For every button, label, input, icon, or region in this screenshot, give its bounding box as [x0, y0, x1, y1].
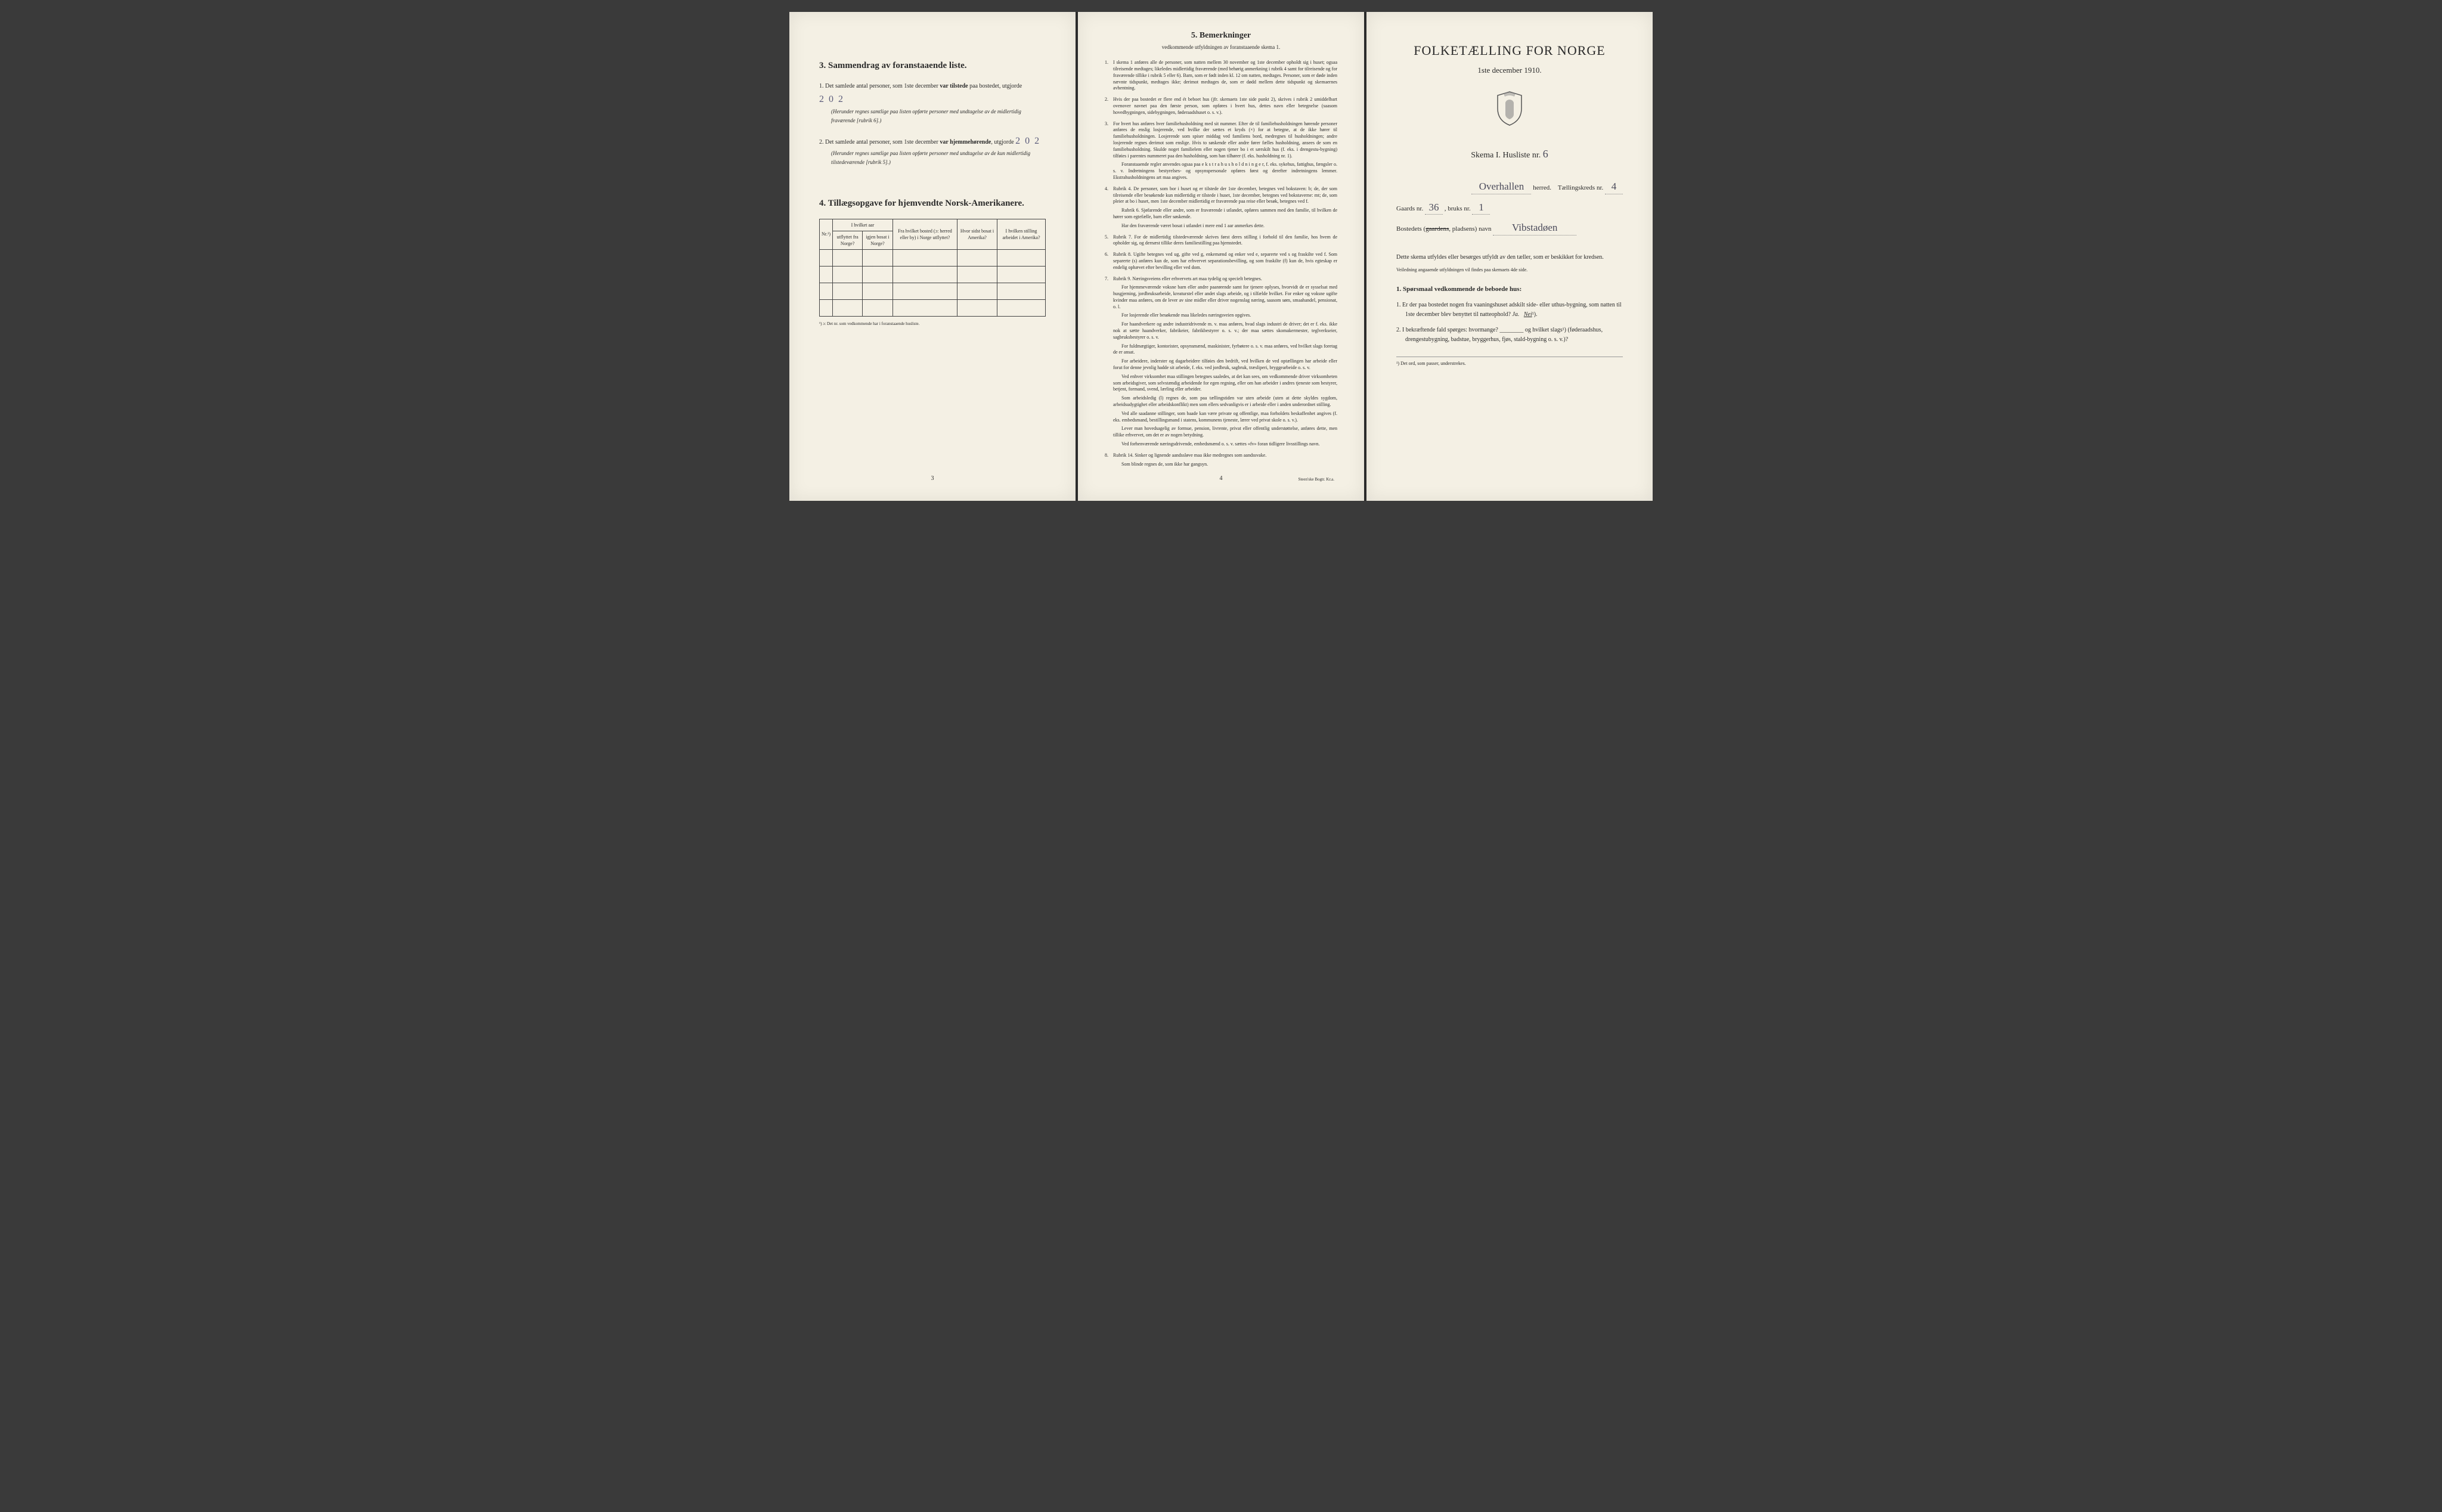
page-4-remarks: 5. Bemerkninger vedkommende utfyldningen…	[1078, 12, 1364, 501]
gaards-value: 36	[1425, 200, 1443, 215]
filled-by-text: Dette skema utfyldes eller besørges utfy…	[1396, 253, 1623, 262]
census-date: 1ste december 1910.	[1396, 65, 1623, 76]
col-bosted: Fra hvilket bosted (ɔ: herred eller by) …	[892, 219, 957, 250]
question-2: 2. I bekræftende fald spørges: hvormange…	[1405, 326, 1623, 345]
col-amerika-bosat: Hvor sidst bosat i Amerika?	[957, 219, 997, 250]
remark-7-sub1: For hjemmeværende voksne barn eller andr…	[1113, 284, 1337, 310]
item2-note: (Herunder regnes samtlige paa listen opf…	[831, 149, 1046, 168]
page-3-summary: 3. Sammendrag av foranstaaende liste. 1.…	[789, 12, 1076, 501]
remark-8: Rubrik 14. Sinker og lignende aandssløve…	[1105, 453, 1337, 468]
item2-suffix: , utgjorde	[991, 139, 1015, 145]
remark-3: For hvert hus anføres hver familiehushol…	[1105, 121, 1337, 181]
item1-suffix: paa bostedet, utgjorde	[968, 83, 1022, 89]
remark-7-sub3: For haandverkere og andre industridriven…	[1113, 321, 1337, 340]
remark-4-sub2: Har den fraværende været bosat i utlande…	[1113, 223, 1337, 230]
q1-sup: ¹).	[1532, 311, 1538, 318]
kreds-label: Tællingskreds nr.	[1558, 184, 1603, 191]
remark-4-sub1: Rubrik 6. Sjøfarende eller andre, som er…	[1113, 207, 1337, 221]
remark-2: Hvis der paa bostedet er flere end ét be…	[1105, 97, 1337, 116]
remark-7-sub6: Ved enhver virksomhet maa stillingen bet…	[1113, 374, 1337, 393]
herred-label: herred.	[1533, 184, 1551, 191]
remark-4-text: Rubrik 4. De personer, som bor i huset o…	[1113, 186, 1337, 205]
item2-bold: var hjemmehørende	[940, 139, 991, 145]
summary-item-2: 2. Det samlede antal personer, som 1ste …	[819, 133, 1046, 168]
gaards-line: Gaards nr. 36 , bruks nr. 1	[1396, 200, 1623, 215]
printer-mark: Steen'ske Bogtr. Kr.a.	[1298, 477, 1334, 483]
table-row	[820, 267, 1046, 283]
census-document: 3. Sammendrag av foranstaaende liste. 1.…	[789, 12, 1653, 501]
remark-7-sub9: Lever man hovedsagelig av formue, pensio…	[1113, 426, 1337, 439]
remark-3-text: For hvert hus anføres hver familiehushol…	[1113, 121, 1337, 159]
bosted-label2: , pladsens) navn	[1449, 225, 1491, 233]
bosted-line: Bostedets (gaardens, pladsens) navn Vibs…	[1396, 221, 1623, 236]
skema-line: Skema I. Husliste nr. 6	[1396, 147, 1623, 162]
remark-5: Rubrik 7. For de midlertidig tilstedevær…	[1105, 234, 1337, 247]
remark-1: I skema 1 anføres alle de personer, som …	[1105, 60, 1337, 92]
remark-7-sub4: For fuldmægtiger, kontorister, opsynsmæn…	[1113, 343, 1337, 357]
remarks-list: I skema 1 anføres alle de personer, som …	[1105, 60, 1337, 467]
remark-7-text: Rubrik 9. Næringsveiens eller erhvervets…	[1113, 276, 1262, 281]
bosted-value: Vibstadøen	[1493, 221, 1576, 236]
remark-6: Rubrik 8. Ugifte betegnes ved ug, gifte …	[1105, 252, 1337, 271]
q1-text: 1. Er der paa bostedet nogen fra vaaning…	[1396, 302, 1622, 318]
item1-prefix: 1. Det samlede antal personer, som 1ste …	[819, 83, 940, 89]
remark-7: Rubrik 9. Næringsveiens eller erhvervets…	[1105, 276, 1337, 448]
remark-8-sub: Som blinde regnes de, som ikke har gangs…	[1113, 461, 1337, 468]
item2-prefix: 2. Det samlede antal personer, som 1ste …	[819, 139, 940, 145]
page-1-title: FOLKETÆLLING FOR NORGE 1ste december 191…	[1366, 12, 1653, 501]
bosted-struck: gaardens	[1425, 225, 1449, 233]
question-1: 1. Er der paa bostedet nogen fra vaaning…	[1405, 300, 1623, 320]
remark-4: Rubrik 4. De personer, som bor i huset o…	[1105, 186, 1337, 230]
bosted-label: Bostedets (	[1396, 225, 1425, 233]
q1-nei: Nei	[1524, 311, 1532, 318]
norsk-amerikanere-table: Nr.¹) I hvilket aar Fra hvilket bosted (…	[819, 219, 1046, 317]
remark-7-sub10: Ved forhenværende næringsdrivende, embed…	[1113, 441, 1337, 448]
na-table-body	[820, 250, 1046, 317]
remarks-subtitle: vedkommende utfyldningen av foranstaaend…	[1105, 44, 1337, 51]
col-stilling: I hvilken stilling arbeidet i Amerika?	[997, 219, 1046, 250]
summary-item-1: 1. Det samlede antal personer, som 1ste …	[819, 81, 1046, 126]
remark-3-sub: Foranstaaende regler anvendes ogsaa paa …	[1113, 162, 1337, 181]
col-utflyttet: utflyttet fra Norge?	[833, 231, 863, 249]
table-row	[820, 250, 1046, 267]
guidance-note: Veiledning angaaende utfyldningen vil fi…	[1396, 267, 1623, 273]
section-4-title: 4. Tillægsopgave for hjemvendte Norsk-Am…	[819, 197, 1046, 210]
bruks-label: , bruks nr.	[1445, 205, 1471, 212]
hjemmehorende-count: 2 0 2	[1015, 133, 1040, 149]
husliste-nr: 6	[1543, 148, 1548, 160]
main-title: FOLKETÆLLING FOR NORGE	[1396, 42, 1623, 60]
page-number: 3	[789, 475, 1076, 483]
col-igjen: igjen bosat i Norge?	[863, 231, 893, 249]
col-year-super: I hvilket aar	[833, 219, 893, 231]
herred-line: Overhallen herred. Tællingskreds nr. 4	[1396, 179, 1623, 194]
remark-7-sub5: For arbeidere, inderster og dagarbeidere…	[1113, 358, 1337, 371]
remarks-title: 5. Bemerkninger	[1105, 30, 1337, 42]
col-nr: Nr.¹)	[820, 219, 833, 250]
item1-bold: var tilstede	[940, 83, 968, 89]
bruks-value: 1	[1472, 200, 1490, 215]
section-3-title: 3. Sammendrag av foranstaaende liste.	[819, 60, 1046, 72]
remark-7-sub8: Ved alle saadanne stillinger, som baade …	[1113, 411, 1337, 424]
remark-7-sub2: For losjerende eller besøkende maa likel…	[1113, 312, 1337, 319]
herred-value: Overhallen	[1471, 179, 1531, 194]
skema-label: Skema I. Husliste nr.	[1471, 151, 1541, 160]
gaards-label: Gaards nr.	[1396, 205, 1423, 212]
kreds-value: 4	[1605, 179, 1623, 194]
tilstede-count: 2 0 2	[819, 91, 844, 107]
bottom-footnote: ¹) Det ord, som passer, understrekes.	[1396, 357, 1623, 367]
remark-7-sub7: Som arbeidsledig (l) regnes de, som paa …	[1113, 395, 1337, 408]
coat-of-arms-icon	[1396, 91, 1623, 129]
remark-8-text: Rubrik 14. Sinker og lignende aandssløve…	[1113, 453, 1266, 458]
table-row	[820, 283, 1046, 300]
item1-note: (Herunder regnes samtlige paa listen opf…	[831, 107, 1046, 126]
section-4: 4. Tillægsopgave for hjemvendte Norsk-Am…	[819, 197, 1046, 327]
q1-ja: Ja.	[1512, 311, 1519, 318]
table-row	[820, 300, 1046, 317]
table-footnote: ¹) ɔ: Det nr. som vedkommende har i fora…	[819, 321, 1046, 327]
questions-title: 1. Spørsmaal vedkommende de beboede hus:	[1396, 285, 1623, 294]
